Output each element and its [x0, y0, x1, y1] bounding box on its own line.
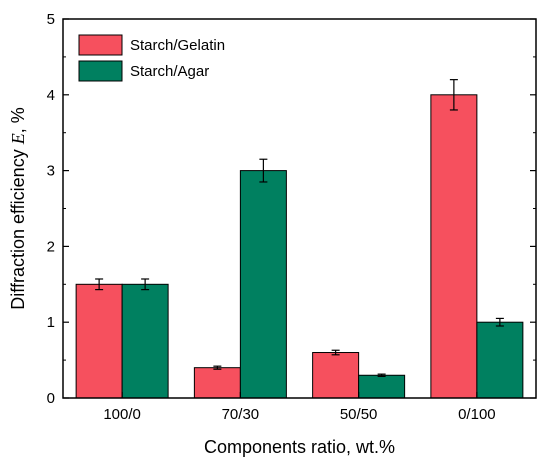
x-axis-title: Components ratio, wt.%	[204, 437, 395, 457]
y-axis: 0 1 2 3 4 5	[47, 11, 536, 407]
legend-label: Starch/Gelatin	[130, 37, 225, 54]
y-tick-label: 5	[47, 11, 55, 28]
bar-starch-agar	[476, 321, 524, 399]
y-tick-label: 3	[47, 163, 55, 180]
bar-starch-gelatin	[193, 367, 241, 399]
legend-swatch	[78, 34, 123, 56]
x-tick-label: 50/50	[340, 406, 378, 423]
y-tick-label: 1	[47, 314, 55, 331]
legend-swatch	[78, 60, 123, 82]
y-tick-label: 2	[47, 238, 55, 255]
x-tick-label: 0/100	[458, 406, 496, 423]
y-axis-title: Diffraction efficiency E, %	[8, 107, 28, 309]
x-tick-label: 100/0	[103, 406, 141, 423]
x-tick-label: 70/30	[222, 406, 260, 423]
bar-starch-agar	[358, 374, 406, 399]
legend: Starch/Gelatin Starch/Agar	[78, 34, 225, 82]
bars-layer	[75, 94, 524, 399]
x-axis: 100/0 70/30 50/50 0/100	[103, 392, 496, 423]
legend-label: Starch/Agar	[130, 63, 209, 80]
bar-starch-gelatin	[75, 283, 123, 399]
y-tick-label: 0	[47, 390, 55, 407]
bar-starch-gelatin	[312, 352, 360, 399]
y-tick-label: 4	[47, 87, 55, 104]
bar-starch-agar	[121, 283, 169, 399]
error-bars-layer	[95, 79, 504, 377]
bar-starch-gelatin	[430, 94, 478, 399]
bar-starch-agar	[239, 170, 287, 399]
